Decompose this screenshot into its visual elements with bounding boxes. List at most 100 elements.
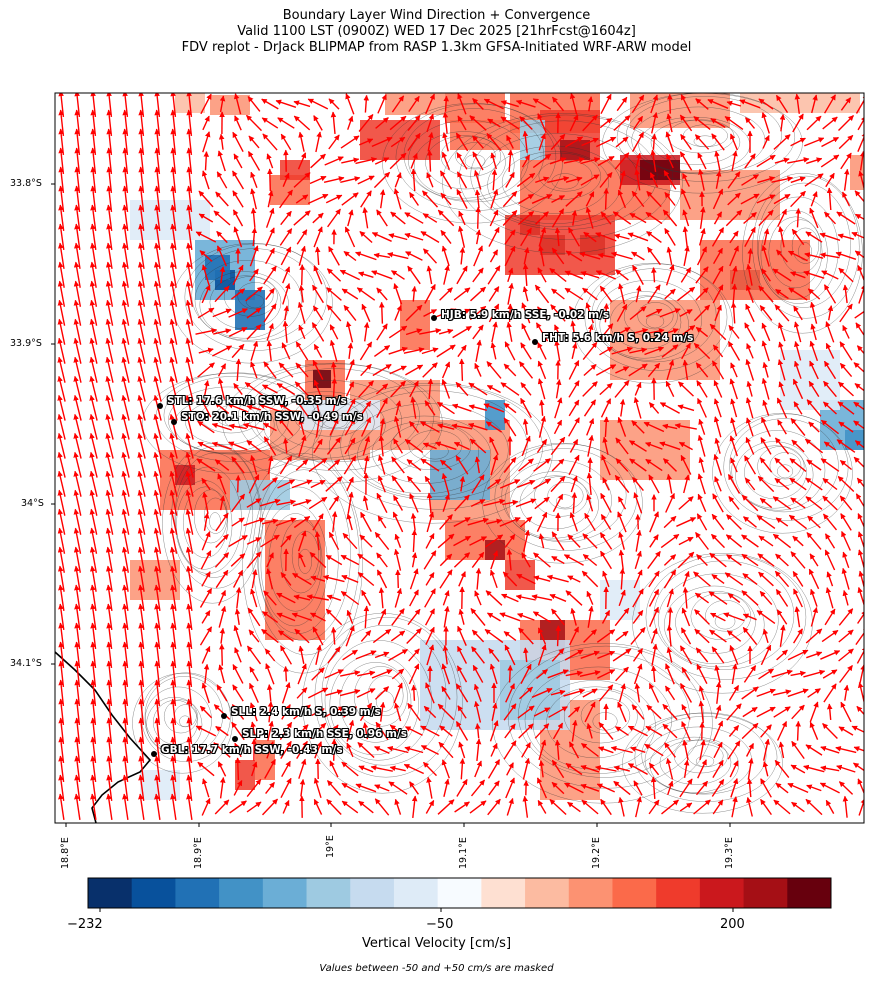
wind-arrow [595,232,617,242]
wind-arrow [838,115,854,131]
vv-cell [740,93,860,113]
wind-arrow [373,171,391,189]
wind-arrow [472,135,484,149]
colorbar-swatch [88,878,133,908]
contour-line [168,386,289,454]
contour-line [163,376,305,455]
wind-arrow [250,207,257,228]
wind-arrow [250,188,257,210]
contour-line [712,413,853,534]
wind-arrow [328,98,340,110]
wind-arrow [820,154,840,168]
wind-arrow [582,114,598,132]
wind-arrow [507,664,513,683]
contour-line [758,196,839,304]
wind-arrow [279,189,293,209]
colorbar-swatch [525,878,570,908]
wind-arrow [857,131,864,152]
colorbar [87,877,832,912]
wind-arrow [516,172,536,188]
wind-arrow [825,172,835,188]
wind-arrow [616,96,628,112]
vv-cell [130,560,180,600]
contour-line [546,686,645,759]
wind-arrow [394,172,402,188]
wind-arrow [262,133,278,151]
wind-arrow [310,153,326,169]
wind-arrow [393,188,402,210]
contour-line [194,260,302,341]
wind-arrow [340,135,360,149]
wind-arrow [631,251,645,261]
wind-arrow [725,209,743,227]
colorbar-swatch [699,878,745,908]
wind-arrow [837,233,855,240]
contour-line [390,422,472,470]
wind-arrow [201,170,210,190]
wind-arrow [247,151,261,171]
wind-arrow [615,136,629,148]
colorbar-swatch [437,878,482,908]
colorbar-swatch [656,878,701,908]
wind-arrow [500,100,519,108]
wind-arrow [603,187,610,210]
colorbar-swatch [131,878,176,908]
wind-arrow [473,245,483,267]
wind-arrow [248,135,260,149]
wind-arrow [613,115,631,131]
vv-cell [560,140,590,160]
station-marker-sto [171,419,177,425]
contour-line [314,616,458,778]
wind-arrow [458,358,465,381]
title-line-3: FDV replot - DrJack BLIPMAP from RASP 1.… [181,40,692,55]
wind-arrow [519,116,533,130]
wind-arrow [518,193,534,205]
wind-arrow [410,152,418,169]
wind-arrow [375,117,389,129]
contour-line [440,136,502,177]
wind-arrow [441,245,450,267]
vv-cell [385,93,445,115]
contour-line [780,219,822,274]
wind-arrow [726,100,742,107]
contour-line [584,263,728,371]
contour-line [163,699,198,734]
wind-arrow [359,138,374,146]
wind-arrow [741,174,759,186]
wind-arrow [407,132,421,152]
wind-arrow [580,174,600,186]
colorbar-tick-min: −232 [67,917,103,932]
wind-arrow [203,151,210,171]
wind-arrow [298,245,307,266]
wind-arrow [232,209,244,227]
wind-arrow [377,94,387,114]
wind-arrow [234,115,242,131]
contour-line [519,475,592,530]
contour-line [142,373,323,474]
wind-arrow [362,207,369,229]
lon-tick-19-3: 19.3°E [724,837,735,869]
wind-arrow [234,757,241,781]
wind-arrow [857,115,864,131]
wind-arrow [795,208,802,228]
wind-arrow [483,98,504,110]
wind-arrow [650,94,659,114]
contour-line [324,640,432,761]
title-line-1: Boundary Layer Wind Direction + Converge… [282,8,591,23]
wind-arrow [426,113,435,133]
wind-arrow [489,249,499,263]
wind-arrow [313,115,323,131]
wind-arrow [293,210,311,226]
wind-arrow [651,112,658,134]
wind-arrow [198,190,214,208]
wind-arrow [698,168,705,191]
wind-arrow [757,176,776,184]
mask-note: Values between -50 and +50 cm/s are mask… [319,963,554,974]
contour-line [645,314,665,329]
wind-arrow [840,152,852,170]
wind-arrow [474,189,481,209]
wind-arrow [315,131,322,153]
wind-arrow [649,172,659,188]
colorbar-swatch [568,878,613,908]
